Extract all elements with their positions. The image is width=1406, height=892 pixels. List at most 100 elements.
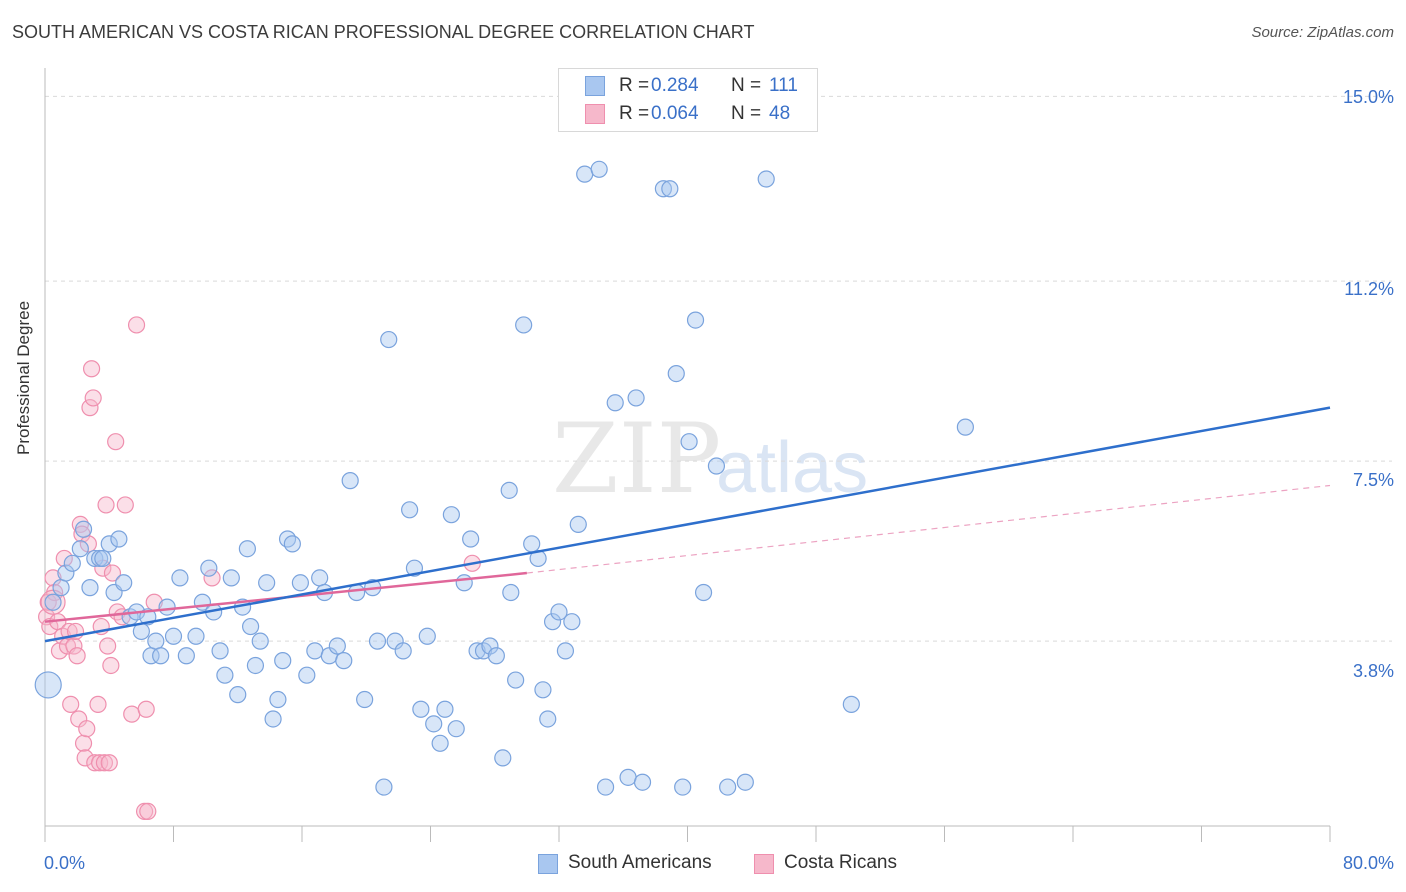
south-american-point <box>71 540 89 558</box>
watermark: ZIP atlas <box>552 403 868 515</box>
south-american-point <box>81 579 99 597</box>
n-value: 111 <box>769 75 798 96</box>
costa-rican-point <box>84 389 102 407</box>
axes <box>44 68 1331 842</box>
south-americans-points <box>34 160 974 796</box>
south-american-point <box>468 642 486 660</box>
south-american-point <box>455 574 473 592</box>
legend-label: Costa Ricans <box>784 852 897 873</box>
south-american-point <box>481 637 499 655</box>
south-american-point <box>74 520 93 538</box>
blue-swatch <box>538 854 558 874</box>
costa-rican-point <box>95 754 114 772</box>
south-american-point <box>956 418 974 436</box>
south-american-point <box>394 642 412 660</box>
y-tick-label: 3.8% <box>1352 661 1394 681</box>
south-american-point <box>57 564 75 582</box>
south-american-point <box>401 501 419 519</box>
south-american-point <box>229 686 247 704</box>
south-american-point <box>502 583 520 602</box>
south-american-point <box>274 652 292 670</box>
south-american-point <box>63 554 81 572</box>
south-american-point <box>44 593 62 611</box>
south-american-point <box>654 180 673 198</box>
south-american-point <box>52 579 70 597</box>
costa-rican-point <box>86 754 104 772</box>
grid-lines <box>45 95 1392 642</box>
costa-rican-point <box>74 734 93 752</box>
south-american-point <box>576 165 594 183</box>
costa-rican-point <box>65 637 83 655</box>
south-american-point <box>596 778 615 796</box>
costa-ricans-trend-extension <box>526 484 1331 574</box>
south-american-point <box>418 627 436 645</box>
costa-rican-point <box>68 647 86 665</box>
south-american-point <box>341 472 359 490</box>
south-american-point <box>543 613 562 631</box>
chart-title: SOUTH AMERICAN VS COSTA RICAN PROFESSION… <box>12 22 755 42</box>
costa-rican-point <box>39 593 57 611</box>
n-label: N = <box>731 75 762 96</box>
south-american-point <box>694 583 713 602</box>
y-tick-label: 15.0% <box>1342 87 1394 107</box>
south-american-point <box>100 535 118 553</box>
south-americans-trend-line <box>44 406 1331 643</box>
south-american-point <box>627 389 645 407</box>
south-american-point <box>216 666 234 684</box>
y-tick-label: 11.2% <box>1344 279 1394 299</box>
south-american-point <box>328 637 346 655</box>
south-american-point <box>222 569 240 587</box>
costa-rican-point <box>107 433 125 451</box>
costa-rican-point <box>137 700 155 718</box>
r-value: 0.284 <box>651 75 699 96</box>
south-american-point <box>251 632 269 650</box>
south-american-point <box>152 647 170 665</box>
costa-rican-point <box>89 695 107 713</box>
south-american-point <box>515 316 533 334</box>
south-american-point <box>375 778 393 796</box>
costa-rican-point <box>99 637 117 655</box>
south-american-point <box>283 535 301 553</box>
south-american-point <box>200 559 218 577</box>
n-label: N = <box>731 103 762 124</box>
r-value: 0.064 <box>651 103 699 124</box>
costa-rican-point <box>116 496 134 514</box>
south-american-point <box>246 656 265 675</box>
trend-lines <box>44 406 1331 643</box>
south-american-point <box>211 642 229 660</box>
south-american-point <box>348 583 366 602</box>
south-american-point <box>842 695 860 713</box>
costa-rican-point <box>78 720 96 738</box>
costa-rican-point <box>62 695 80 713</box>
blue-swatch <box>585 76 605 96</box>
south-american-point <box>187 627 205 645</box>
south-american-point <box>291 574 309 592</box>
south-american-point <box>534 681 552 699</box>
costa-rican-point <box>55 549 73 568</box>
legend-row-south-americans: R = 0.284 N = 111 <box>559 72 817 100</box>
costa-rican-point <box>127 316 146 334</box>
south-american-point <box>177 647 195 665</box>
south-american-point <box>757 170 775 188</box>
south-american-point <box>633 773 652 791</box>
svg-text:ZIP: ZIP <box>552 403 721 515</box>
n-value: 48 <box>769 103 791 124</box>
y-axis-label: Professional Degree <box>14 300 33 455</box>
south-american-point <box>686 311 705 329</box>
south-american-point <box>556 642 575 660</box>
south-american-point <box>311 569 329 587</box>
south-american-point <box>335 652 353 670</box>
south-american-point <box>94 549 112 568</box>
south-american-point <box>563 613 581 631</box>
south-american-point <box>238 540 256 558</box>
south-american-point <box>680 433 698 451</box>
south-american-point <box>500 481 518 499</box>
south-american-point <box>164 627 183 645</box>
costa-rican-point <box>97 496 115 514</box>
south-american-point <box>412 700 430 718</box>
south-american-point <box>667 365 685 383</box>
south-american-point <box>736 773 754 791</box>
south-american-point <box>380 330 398 349</box>
south-american-point <box>158 598 176 616</box>
costa-rican-point <box>91 754 109 772</box>
